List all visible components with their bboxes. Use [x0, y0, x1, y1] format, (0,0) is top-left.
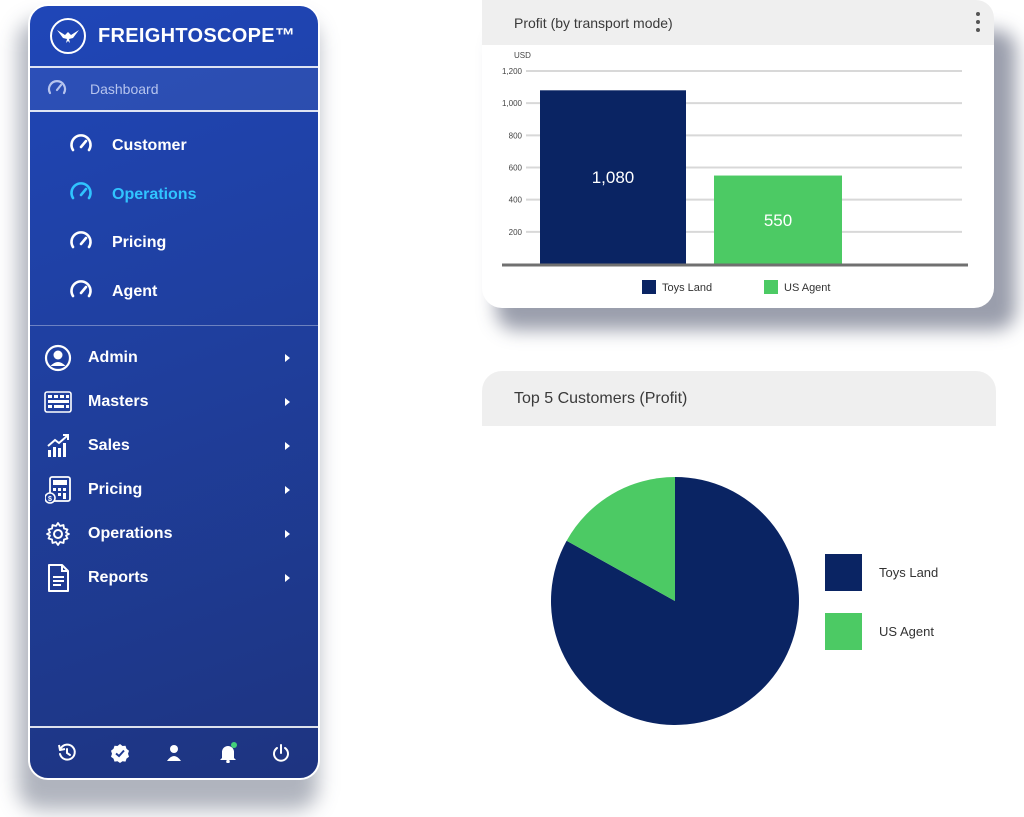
subnav-item-pricing[interactable]: Pricing: [30, 219, 318, 268]
customers-card-title: Top 5 Customers (Profit): [514, 389, 688, 407]
gauge-icon: [68, 277, 94, 308]
sidebar-item-reports[interactable]: Reports: [30, 556, 318, 600]
y-tick-label: 200: [509, 228, 523, 237]
y-tick-label: 400: [509, 196, 523, 205]
profit-bar-chart: USD 200 400 600 800 1,000 1,200 1,080 550 Toys La…: [502, 51, 968, 294]
sidebar-item-sales[interactable]: Sales: [30, 424, 318, 468]
sidebar-item-label: Pricing: [88, 481, 143, 498]
chevron-right-icon: [285, 354, 290, 362]
y-tick-label: 800: [509, 131, 523, 140]
bar-value-label: 550: [764, 211, 792, 230]
y-tick-label: 1,000: [502, 99, 523, 108]
subnav-item-label: Operations: [112, 185, 197, 203]
user-icon[interactable]: [163, 742, 185, 764]
sidebar: FREIGHTOSCOPE™ Dashboard Customer Operat…: [28, 4, 320, 780]
legend-label: US Agent: [879, 624, 934, 639]
legend-swatch: [825, 613, 862, 650]
subnav-item-customer[interactable]: Customer: [30, 122, 318, 171]
subnav-item-label: Pricing: [112, 234, 167, 252]
y-tick-label: 600: [509, 164, 523, 173]
chevron-right-icon: [285, 486, 290, 494]
svg-text:$: $: [48, 496, 52, 503]
chevron-right-icon: [285, 442, 290, 450]
bar: [714, 175, 842, 264]
chevron-right-icon: [285, 398, 290, 406]
gauge-icon: [46, 77, 68, 102]
legend-swatch: [825, 554, 862, 591]
sidebar-item-pricing[interactable]: $ Pricing: [30, 468, 318, 512]
sidebar-item-label: Dashboard: [90, 81, 159, 97]
y-tick-label: 1,200: [502, 67, 523, 76]
more-menu-icon[interactable]: [976, 12, 980, 32]
notification-dot: [230, 742, 237, 748]
verified-icon[interactable]: [109, 742, 131, 764]
gauge-icon: [68, 228, 94, 259]
legend-label: Toys Land: [879, 565, 938, 580]
bar-value-label: 1,080: [592, 168, 635, 187]
sidebar-item-label: Admin: [88, 349, 138, 366]
pie-slice: [566, 477, 675, 601]
gauge-icon: [68, 131, 94, 162]
y-axis-label: USD: [514, 51, 531, 60]
power-icon[interactable]: [270, 742, 292, 764]
sidebar-item-label: Operations: [88, 525, 173, 542]
keyboard-icon: [44, 388, 72, 416]
calculator-icon: $: [44, 476, 72, 504]
document-icon: [44, 564, 72, 592]
customers-pie-chart: Toys Land US Agent: [551, 477, 938, 725]
legend-swatch: [764, 280, 778, 294]
chevron-right-icon: [285, 574, 290, 582]
customers-card-header: Top 5 Customers (Profit): [482, 371, 996, 426]
profit-card-title: Profit (by transport mode): [514, 14, 673, 31]
subnav-item-operations[interactable]: Operations: [30, 171, 318, 220]
sidebar-item-label: Masters: [88, 393, 149, 410]
eagle-logo-icon: [50, 18, 86, 54]
legend-label: Toys Land: [662, 282, 712, 294]
sidebar-item-masters[interactable]: Masters: [30, 380, 318, 424]
profit-card-header: Profit (by transport mode): [482, 0, 994, 45]
brand-name: FREIGHTOSCOPE™: [98, 24, 296, 47]
profit-card: Profit (by transport mode) USD 200 400 600 8…: [482, 0, 994, 308]
chevron-right-icon: [285, 530, 290, 538]
sidebar-item-operations[interactable]: Operations: [30, 512, 318, 556]
sidebar-item-label: Sales: [88, 437, 130, 454]
user-circle-icon: [44, 344, 72, 372]
sidebar-item-label: Reports: [88, 569, 149, 586]
sidebar-footer: [30, 726, 318, 778]
history-icon[interactable]: [56, 742, 78, 764]
dashboard-subnav: Customer Operations Pricing Agent: [30, 112, 318, 326]
gauge-icon: [68, 179, 94, 210]
brand-header[interactable]: FREIGHTOSCOPE™: [30, 6, 318, 68]
bell-icon[interactable]: [217, 742, 239, 764]
sidebar-item-dashboard[interactable]: Dashboard: [30, 68, 318, 112]
bar: [540, 90, 686, 264]
subnav-item-agent[interactable]: Agent: [30, 268, 318, 317]
subnav-item-label: Customer: [112, 137, 187, 155]
legend-label: US Agent: [784, 282, 830, 294]
main-nav: Admin Masters Sales $ Pricing Operations…: [30, 326, 318, 600]
growth-chart-icon: [44, 432, 72, 460]
gear-icon: [44, 520, 72, 548]
sidebar-item-admin[interactable]: Admin: [30, 336, 318, 380]
subnav-item-label: Agent: [112, 283, 158, 301]
legend-swatch: [642, 280, 656, 294]
